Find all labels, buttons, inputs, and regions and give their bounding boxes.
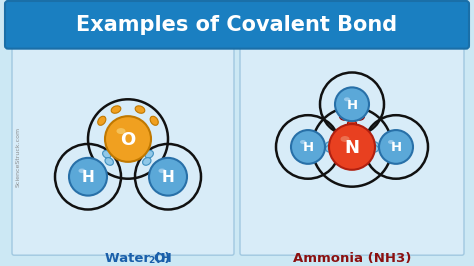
Text: ScienceStruck.com: ScienceStruck.com (16, 127, 20, 187)
Text: 2: 2 (148, 256, 154, 265)
Ellipse shape (347, 123, 356, 131)
Text: O: O (120, 131, 136, 149)
Text: Examples of Covalent Bond: Examples of Covalent Bond (76, 15, 398, 35)
Ellipse shape (344, 97, 350, 101)
Circle shape (291, 130, 325, 164)
Circle shape (105, 116, 151, 162)
Ellipse shape (98, 116, 106, 125)
Ellipse shape (356, 112, 365, 120)
Ellipse shape (111, 106, 121, 113)
Text: O): O) (153, 252, 170, 265)
FancyBboxPatch shape (12, 48, 234, 255)
Circle shape (69, 158, 107, 196)
Ellipse shape (388, 140, 394, 144)
Text: H: H (391, 142, 401, 155)
Circle shape (335, 87, 369, 121)
Ellipse shape (135, 106, 145, 113)
Ellipse shape (326, 145, 335, 152)
Ellipse shape (143, 158, 151, 165)
Ellipse shape (370, 145, 379, 152)
Ellipse shape (300, 140, 306, 144)
Text: Ammonia (NH3): Ammonia (NH3) (293, 252, 411, 265)
Ellipse shape (347, 120, 356, 128)
Circle shape (149, 158, 187, 196)
Text: H: H (162, 170, 174, 185)
Text: H: H (302, 142, 314, 155)
Text: H: H (346, 99, 357, 112)
Ellipse shape (102, 151, 111, 158)
FancyBboxPatch shape (240, 48, 464, 255)
Text: N: N (345, 139, 359, 157)
Ellipse shape (145, 151, 154, 158)
Ellipse shape (117, 128, 126, 134)
Ellipse shape (79, 169, 85, 173)
Ellipse shape (105, 158, 113, 165)
Ellipse shape (158, 169, 165, 173)
Ellipse shape (326, 142, 335, 149)
Circle shape (379, 130, 413, 164)
Circle shape (329, 124, 375, 170)
Text: Water (H: Water (H (105, 252, 172, 265)
Ellipse shape (370, 142, 379, 149)
Ellipse shape (150, 116, 158, 125)
Ellipse shape (339, 112, 348, 120)
FancyBboxPatch shape (5, 1, 469, 49)
Ellipse shape (340, 136, 349, 142)
Text: H: H (82, 170, 94, 185)
